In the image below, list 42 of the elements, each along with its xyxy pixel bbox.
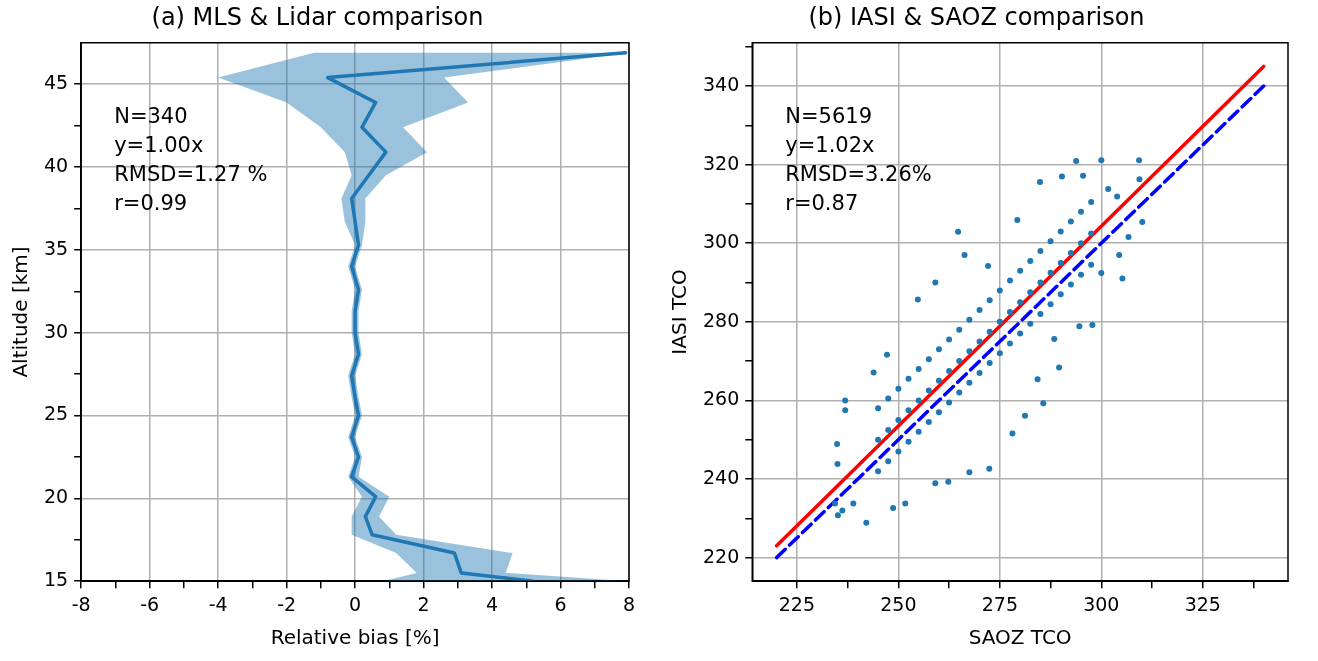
chart-title: (a) MLS & Lidar comparison xyxy=(151,2,484,31)
annotation: y=1.00x xyxy=(114,132,204,157)
annotation: N=5619 xyxy=(785,103,873,128)
y-tick-label: 15 xyxy=(43,568,69,591)
x-tick-label: 6 xyxy=(554,592,567,615)
x-axis-title: SAOZ TCO xyxy=(968,625,1072,650)
x-tick-label: 8 xyxy=(622,592,636,615)
y-tick-label: 220 xyxy=(703,544,740,567)
y-tick-label: 25 xyxy=(43,402,69,425)
x-tick-label: 2 xyxy=(417,592,430,615)
y-axis-title: Altitude [km] xyxy=(8,246,33,378)
x-tick-label: -4 xyxy=(208,592,228,615)
y-tick-label: 260 xyxy=(703,387,740,410)
y-axis-title: IASI TCO xyxy=(667,269,692,355)
y-tick-label: 40 xyxy=(43,153,69,176)
x-tick-label: 300 xyxy=(1083,592,1120,615)
y-tick-label: 340 xyxy=(703,72,740,95)
x-tick-label: 325 xyxy=(1184,592,1221,615)
annotation: RMSD=1.27 % xyxy=(114,161,268,186)
y-tick-label: 240 xyxy=(703,465,740,488)
x-tick-label: -2 xyxy=(277,592,297,615)
y-tick-label: 320 xyxy=(703,151,740,174)
annotation: r=0.99 xyxy=(114,190,188,215)
y-tick-label: 45 xyxy=(43,71,69,94)
x-tick-label: -6 xyxy=(140,592,160,615)
y-tick-label: 20 xyxy=(43,485,69,508)
annotation: r=0.87 xyxy=(785,190,859,215)
annotation: y=1.02x xyxy=(785,132,875,157)
y-tick-label: 35 xyxy=(43,236,69,259)
x-tick-label: 225 xyxy=(778,592,816,615)
x-tick-label: 250 xyxy=(880,592,917,615)
annotation: N=340 xyxy=(114,103,188,128)
x-tick-label: 275 xyxy=(981,592,1018,615)
chart-title: (b) IASI & SAOZ comparison xyxy=(808,2,1145,31)
x-tick-label: -8 xyxy=(71,592,91,615)
y-tick-label: 300 xyxy=(703,230,740,253)
x-tick-label: 4 xyxy=(486,592,499,615)
y-tick-label: 280 xyxy=(703,308,740,331)
y-tick-label: 30 xyxy=(43,319,69,342)
x-axis-title: Relative bias [%] xyxy=(270,625,440,650)
annotation: RMSD=3.26% xyxy=(785,161,932,186)
x-tick-label: 0 xyxy=(349,592,362,615)
